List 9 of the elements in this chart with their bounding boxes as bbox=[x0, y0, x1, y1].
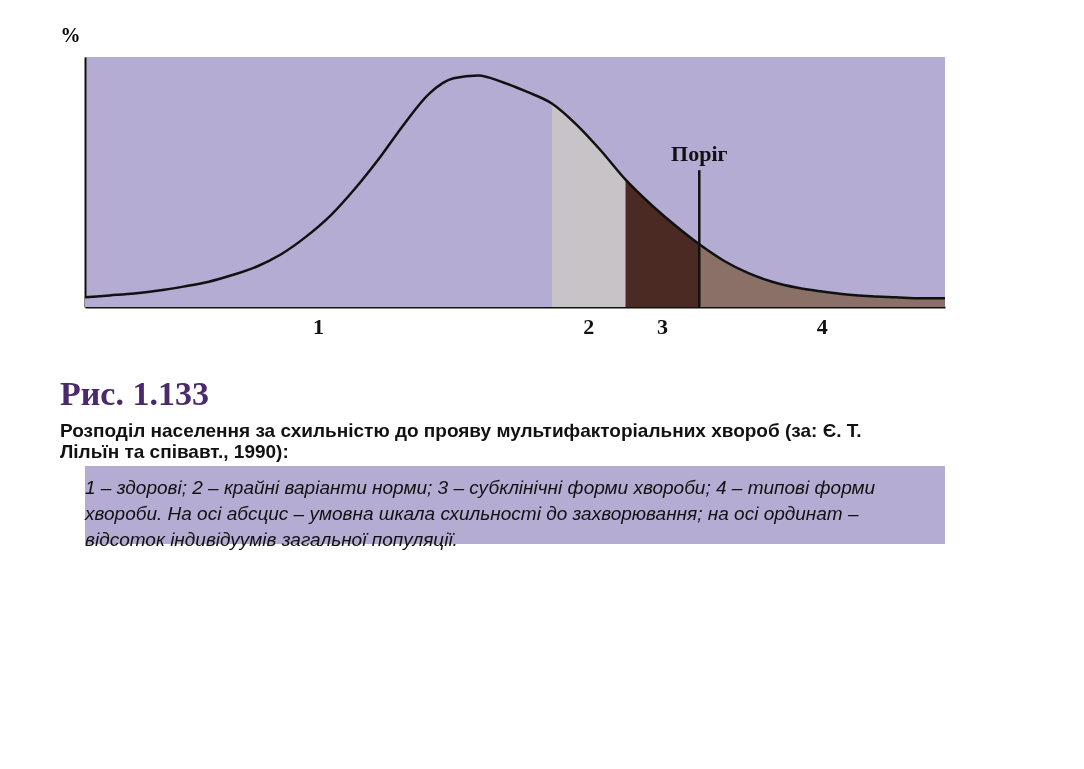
annotation: Поріг bbox=[671, 140, 728, 166]
series-label: 1 bbox=[312, 314, 324, 339]
text: 1 – здорові; 2 – крайні варіанти норми; 3 – субклінічні форми хвороби; 4 – типові форми хвороби. На осі абсцис – умовна шкала схильності до захворювання; на осі ординат – відсоток індивідуумів загальної популяції. bbox=[84, 477, 876, 550]
text: Розподіл населення за схильністю до прояву мультифакторіальних хвороб (за: Є. Т. Лільїн та співавт., 1990): bbox=[60, 420, 862, 462]
series-label: 4 bbox=[816, 314, 828, 339]
text: Рис. 1.133 bbox=[60, 375, 209, 412]
series-label: 3 bbox=[656, 314, 668, 339]
series-label: 2 bbox=[583, 314, 595, 339]
y-axis-title: % bbox=[60, 23, 81, 46]
